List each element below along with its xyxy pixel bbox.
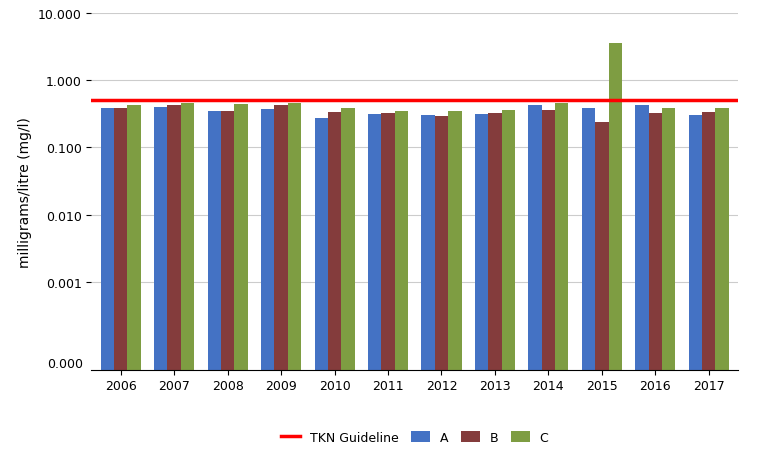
Bar (648, 114, 662, 451)
Y-axis label: milligrams/litre (mg/l): milligrams/litre (mg/l) (18, 116, 32, 267)
Bar (154, 107, 167, 451)
Bar (501, 110, 515, 451)
TKN Guideline (170, 98, 179, 104)
Bar (221, 112, 234, 451)
Bar (422, 116, 435, 451)
Bar (609, 44, 622, 451)
Bar (114, 109, 127, 451)
Bar (715, 109, 729, 451)
Bar (381, 114, 395, 451)
Bar (368, 115, 381, 451)
Bar (582, 109, 595, 451)
Legend: TKN Guideline, A, B, C: TKN Guideline, A, B, C (276, 426, 553, 449)
Bar (528, 106, 542, 451)
Bar (448, 112, 461, 451)
Text: 0.000: 0.000 (47, 357, 83, 370)
Bar (288, 104, 301, 451)
Bar (702, 113, 715, 451)
Bar (489, 114, 501, 451)
Bar (595, 122, 609, 451)
Bar (181, 104, 194, 451)
Bar (167, 106, 181, 451)
Bar (555, 103, 568, 451)
Bar (234, 105, 247, 451)
Bar (435, 117, 448, 451)
Bar (127, 106, 141, 451)
Bar (542, 110, 555, 451)
Bar (208, 111, 221, 451)
Bar (261, 110, 275, 451)
Bar (395, 111, 408, 451)
TKN Guideline (116, 98, 126, 104)
Bar (341, 109, 355, 451)
Bar (328, 113, 341, 451)
Bar (275, 106, 288, 451)
Bar (662, 109, 675, 451)
Bar (475, 115, 489, 451)
Bar (314, 119, 328, 451)
Bar (689, 116, 702, 451)
Bar (100, 109, 114, 451)
Bar (635, 106, 648, 451)
